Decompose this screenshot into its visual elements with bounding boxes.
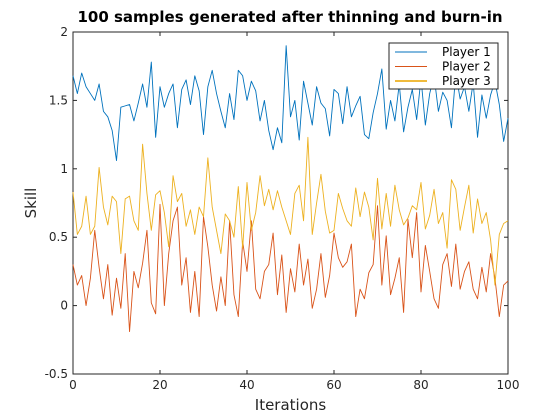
series-line-player-3 xyxy=(72,136,509,286)
chart-title: 100 samples generated after thinning and… xyxy=(77,8,502,26)
x-axis-label: Iterations xyxy=(255,396,327,414)
legend-label-player-1: Player 1 xyxy=(442,45,491,59)
x-tick-label: 0 xyxy=(69,378,77,392)
y-tick-label: 0.5 xyxy=(49,230,68,244)
x-tick-label: 20 xyxy=(152,378,167,392)
tick-layer: 0 20 40 60 80 100-0.500.511.52 xyxy=(45,25,520,392)
y-tick-label: 1 xyxy=(60,162,68,176)
legend-label-player-3: Player 3 xyxy=(442,74,491,88)
x-tick-label: 60 xyxy=(326,378,341,392)
x-tick-label: 80 xyxy=(413,378,428,392)
y-tick-label: -0.5 xyxy=(45,367,68,381)
y-tick-label: 0 xyxy=(60,299,68,313)
series-line-player-2 xyxy=(72,203,509,333)
y-axis-label: Skill xyxy=(22,188,40,219)
y-tick-label: 1.5 xyxy=(49,93,68,107)
x-tick-label: 40 xyxy=(239,378,254,392)
legend-label-player-2: Player 2 xyxy=(442,60,491,74)
x-tick-label: 100 xyxy=(497,378,520,392)
y-tick-label: 2 xyxy=(60,25,68,39)
